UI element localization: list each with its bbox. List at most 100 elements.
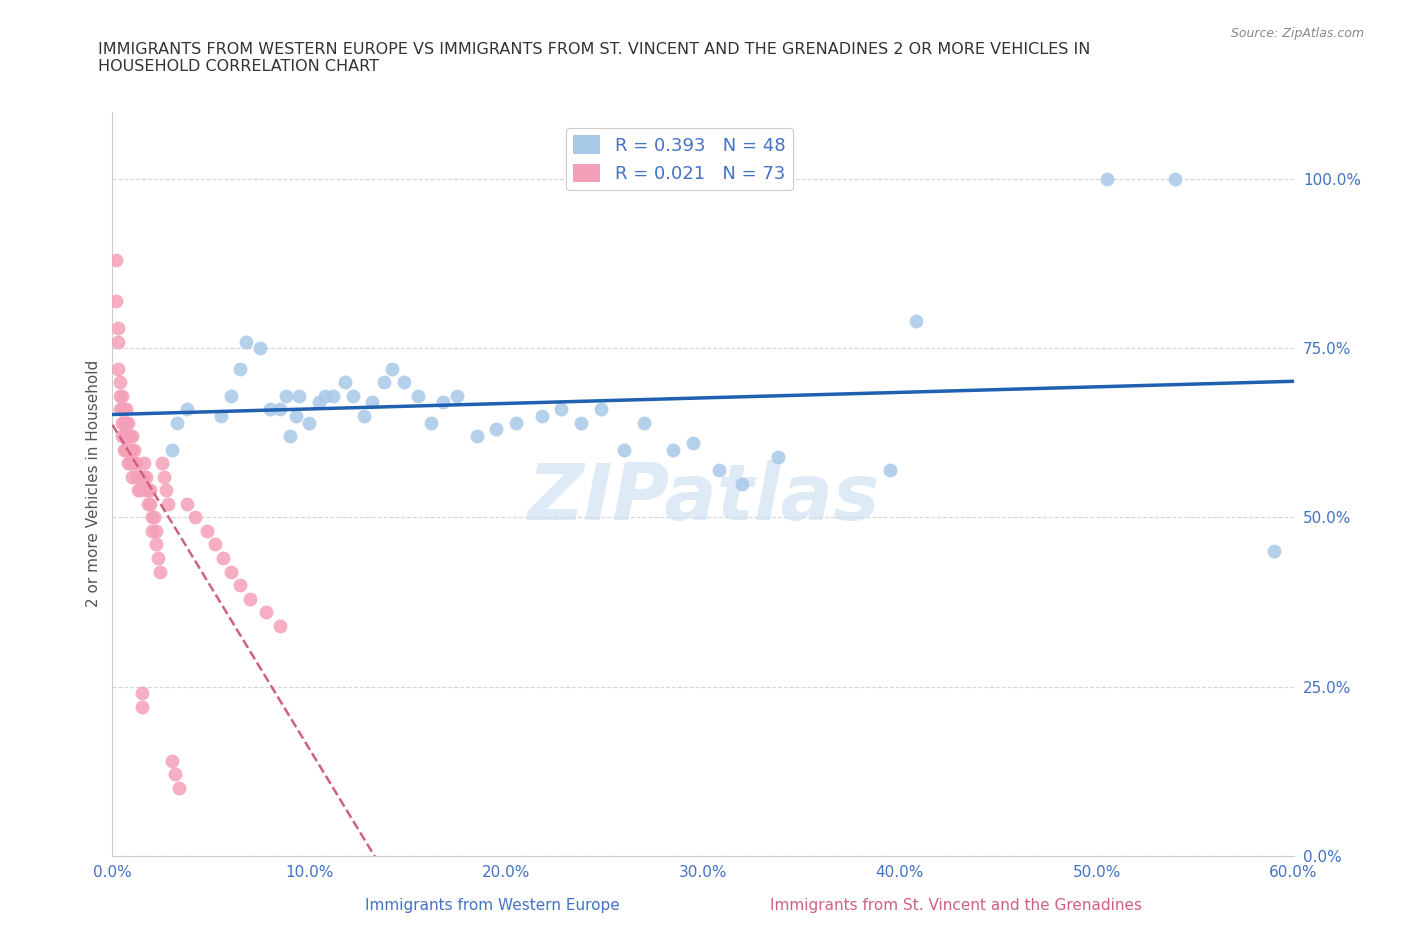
Point <box>333 375 356 390</box>
Point <box>569 416 592 431</box>
Point <box>160 753 183 768</box>
Point <box>139 483 162 498</box>
Point <box>105 294 128 309</box>
Point <box>239 591 262 606</box>
Point <box>235 334 257 349</box>
Point <box>204 537 226 551</box>
Point <box>155 483 177 498</box>
Point <box>160 443 183 458</box>
Point <box>1164 172 1187 187</box>
Point <box>122 456 145 471</box>
Point <box>117 443 139 458</box>
Point <box>111 416 134 431</box>
Legend: R = 0.393   N = 48, R = 0.021   N = 73: R = 0.393 N = 48, R = 0.021 N = 73 <box>567 128 793 191</box>
Point <box>505 416 527 431</box>
Point <box>112 402 135 417</box>
Point <box>446 388 468 403</box>
Point <box>146 551 169 565</box>
Point <box>219 565 242 579</box>
Point <box>308 395 330 410</box>
Point <box>278 429 301 444</box>
Point <box>381 361 404 376</box>
Point <box>117 416 139 431</box>
Point <box>121 456 143 471</box>
Text: Source: ZipAtlas.com: Source: ZipAtlas.com <box>1230 27 1364 40</box>
Point <box>120 456 142 471</box>
Text: Immigrants from St. Vincent and the Grenadines: Immigrants from St. Vincent and the Gren… <box>770 897 1142 912</box>
Point <box>184 510 207 525</box>
Point <box>115 443 138 458</box>
Point <box>731 476 754 491</box>
Point <box>120 443 142 458</box>
Point <box>150 456 173 471</box>
Point <box>707 462 730 477</box>
Point <box>105 253 128 268</box>
Point <box>1263 544 1285 559</box>
Point <box>530 408 553 423</box>
Point <box>485 422 508 437</box>
Point <box>682 435 704 450</box>
Point <box>361 395 384 410</box>
Point <box>112 416 135 431</box>
Point <box>107 321 129 336</box>
Point <box>420 416 443 431</box>
Point <box>111 429 134 444</box>
Point <box>112 443 135 458</box>
Point <box>122 443 145 458</box>
Point <box>298 416 321 431</box>
Point <box>550 402 572 417</box>
Point <box>129 483 152 498</box>
Point <box>117 456 139 471</box>
Point <box>141 524 163 538</box>
Point <box>166 416 188 431</box>
Point <box>156 497 179 512</box>
Point <box>127 470 149 485</box>
Point <box>121 443 143 458</box>
Text: ZIPatlas: ZIPatlas <box>527 460 879 537</box>
Point <box>169 780 191 795</box>
Point <box>121 429 143 444</box>
Point <box>176 497 198 512</box>
Point <box>465 429 488 444</box>
Point <box>249 341 271 356</box>
Point <box>152 470 174 485</box>
Point <box>229 578 252 592</box>
Point <box>322 388 344 403</box>
Point <box>219 388 242 403</box>
Point <box>111 402 134 417</box>
Point <box>165 767 187 782</box>
Point <box>259 402 281 417</box>
Point <box>117 429 139 444</box>
Point <box>432 395 454 410</box>
Point <box>107 334 129 349</box>
Point <box>195 524 218 538</box>
Point <box>211 551 233 565</box>
Point <box>141 510 163 525</box>
Point <box>589 402 612 417</box>
Point <box>125 470 148 485</box>
Point <box>115 416 138 431</box>
Point <box>406 388 429 403</box>
Point <box>132 456 155 471</box>
Point <box>254 604 277 619</box>
Point <box>145 524 167 538</box>
Point <box>662 443 685 458</box>
Point <box>269 618 291 633</box>
Point <box>115 402 138 417</box>
Point <box>314 388 336 403</box>
Point <box>139 497 162 512</box>
Point <box>131 699 153 714</box>
Point <box>127 483 149 498</box>
Point <box>132 470 155 485</box>
Point <box>120 429 142 444</box>
Point <box>125 456 148 471</box>
Point <box>149 565 172 579</box>
Point <box>209 408 232 423</box>
Point <box>904 313 927 328</box>
Text: IMMIGRANTS FROM WESTERN EUROPE VS IMMIGRANTS FROM ST. VINCENT AND THE GRENADINES: IMMIGRANTS FROM WESTERN EUROPE VS IMMIGR… <box>98 42 1091 74</box>
Point <box>392 375 415 390</box>
Point <box>115 429 138 444</box>
Point <box>176 402 198 417</box>
Point <box>1095 172 1118 187</box>
Point <box>145 537 167 551</box>
